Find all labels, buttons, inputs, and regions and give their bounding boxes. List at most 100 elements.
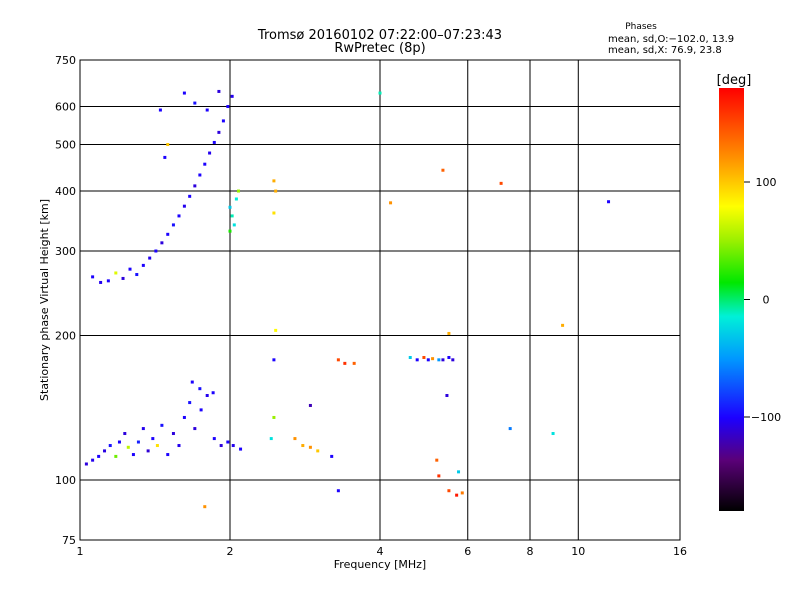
data-point	[447, 331, 451, 335]
data-point	[91, 275, 95, 279]
data-point	[182, 91, 186, 95]
data-point	[126, 445, 130, 449]
data-point	[221, 119, 225, 123]
data-point	[188, 401, 192, 405]
data-point	[160, 423, 164, 427]
data-point	[193, 101, 197, 105]
data-point	[198, 173, 202, 177]
data-point	[274, 328, 278, 332]
data-point	[269, 437, 273, 441]
data-point	[389, 201, 393, 205]
data-point	[182, 204, 186, 208]
data-point	[151, 437, 155, 441]
x-axis: 1 2 4 6 8 10 16	[77, 545, 688, 558]
data-point	[182, 415, 186, 419]
data-points	[84, 89, 611, 509]
data-point	[103, 449, 107, 453]
data-point	[154, 249, 158, 253]
data-point	[128, 267, 132, 271]
data-point	[352, 361, 356, 365]
data-point	[114, 454, 118, 458]
data-point	[272, 358, 276, 362]
data-point	[499, 181, 503, 185]
data-point	[435, 458, 439, 462]
data-point	[437, 474, 441, 478]
data-point	[232, 223, 236, 227]
data-point	[230, 94, 234, 98]
data-point	[108, 444, 112, 448]
data-point	[117, 440, 121, 444]
data-point	[378, 91, 382, 95]
data-point	[217, 89, 221, 93]
data-point	[508, 427, 512, 431]
y-tick-label: 100	[55, 474, 76, 487]
y-axis-label: Stationary phase Virtual Height [km]	[38, 199, 51, 401]
colorbar-ticks: 100 0 −100	[744, 176, 781, 424]
chart-title: Tromsø 20160102 07:22:00–07:23:43	[257, 28, 502, 43]
y-tick-label: 300	[55, 245, 76, 258]
data-point	[212, 437, 216, 441]
data-point	[336, 358, 340, 362]
data-point	[99, 280, 103, 284]
data-point	[441, 168, 445, 172]
data-point	[226, 440, 230, 444]
x-tick-label: 2	[227, 545, 234, 558]
data-point	[193, 184, 197, 188]
data-point	[408, 355, 412, 359]
x-tick-label: 16	[673, 545, 687, 558]
data-point	[607, 200, 611, 204]
data-point	[106, 279, 110, 283]
data-point	[451, 358, 455, 362]
data-point	[551, 432, 555, 436]
data-point	[234, 197, 238, 201]
data-point	[301, 444, 305, 448]
data-point	[236, 189, 240, 193]
y-tick-label: 75	[62, 534, 76, 547]
colorbar-label: [deg]	[717, 73, 752, 88]
data-point	[460, 491, 464, 495]
data-point	[208, 151, 212, 155]
data-point	[455, 493, 459, 497]
data-point	[84, 462, 88, 466]
data-point	[135, 273, 139, 277]
data-point	[166, 232, 170, 236]
x-tick-label: 6	[464, 545, 471, 558]
x-tick-label: 4	[377, 545, 384, 558]
data-point	[141, 427, 145, 431]
y-axis: 75 100 200 300 400 500 600 750	[55, 54, 76, 547]
phase-title: Phases	[625, 22, 657, 32]
y-tick-label: 200	[55, 330, 76, 343]
data-point	[274, 189, 278, 193]
data-point	[219, 444, 223, 448]
data-point	[330, 454, 334, 458]
data-point	[163, 155, 167, 159]
data-point	[166, 143, 170, 147]
y-tick-label: 400	[55, 185, 76, 198]
data-point	[193, 427, 197, 431]
data-point	[308, 445, 312, 449]
data-point	[561, 323, 565, 327]
data-point	[239, 447, 243, 451]
data-point	[148, 256, 152, 260]
data-point	[205, 394, 209, 398]
x-tick-label: 8	[527, 545, 534, 558]
data-point	[217, 130, 221, 134]
data-point	[190, 380, 194, 384]
data-point	[171, 432, 175, 436]
data-point	[445, 394, 449, 398]
data-point	[205, 108, 209, 112]
data-point	[166, 453, 170, 457]
data-point	[198, 387, 202, 391]
colorbar-tick-label: −100	[751, 411, 781, 424]
data-point	[91, 458, 95, 462]
data-point	[316, 449, 320, 453]
colorbar	[719, 88, 744, 511]
data-point	[158, 108, 162, 112]
grid-lines	[80, 60, 680, 540]
data-point	[293, 437, 297, 441]
chart-subtitle: RwPretec (8p)	[334, 41, 425, 56]
data-point	[160, 241, 164, 245]
data-point	[121, 276, 125, 280]
plot-frame	[79, 59, 681, 541]
x-tick-label: 10	[571, 545, 585, 558]
